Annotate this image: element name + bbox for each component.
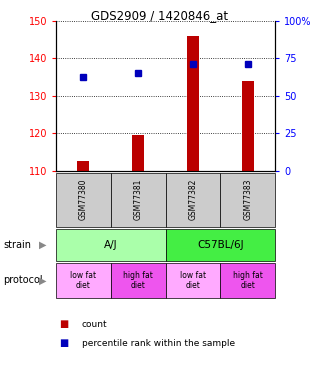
- Text: GSM77383: GSM77383: [243, 179, 252, 220]
- Bar: [242, 81, 254, 171]
- Bar: [220, 172, 275, 227]
- Bar: [187, 36, 199, 171]
- Bar: [220, 262, 275, 298]
- Bar: [166, 172, 220, 227]
- Text: GSM77380: GSM77380: [79, 179, 88, 220]
- Text: ▶: ▶: [39, 240, 47, 250]
- Text: ■: ■: [59, 338, 68, 348]
- Bar: [111, 172, 166, 227]
- Bar: [166, 262, 220, 298]
- Text: high fat
diet: high fat diet: [233, 271, 263, 290]
- Bar: [56, 262, 111, 298]
- Bar: [132, 135, 144, 171]
- Text: low fat
diet: low fat diet: [70, 271, 96, 290]
- Text: GSM77382: GSM77382: [188, 179, 197, 220]
- Text: C57BL/6J: C57BL/6J: [197, 240, 244, 250]
- Text: GSM77381: GSM77381: [134, 179, 143, 220]
- Text: protocol: protocol: [3, 275, 43, 285]
- Text: A/J: A/J: [104, 240, 118, 250]
- Text: count: count: [82, 320, 107, 329]
- Bar: [77, 161, 89, 171]
- Text: percentile rank within the sample: percentile rank within the sample: [82, 339, 235, 348]
- Text: strain: strain: [3, 240, 31, 250]
- Bar: [56, 229, 166, 261]
- Text: GDS2909 / 1420846_at: GDS2909 / 1420846_at: [92, 9, 228, 22]
- Text: low fat
diet: low fat diet: [180, 271, 206, 290]
- Text: ▶: ▶: [39, 275, 47, 285]
- Text: high fat
diet: high fat diet: [123, 271, 153, 290]
- Bar: [56, 172, 111, 227]
- Bar: [111, 262, 166, 298]
- Text: ■: ■: [59, 320, 68, 329]
- Bar: [166, 229, 275, 261]
